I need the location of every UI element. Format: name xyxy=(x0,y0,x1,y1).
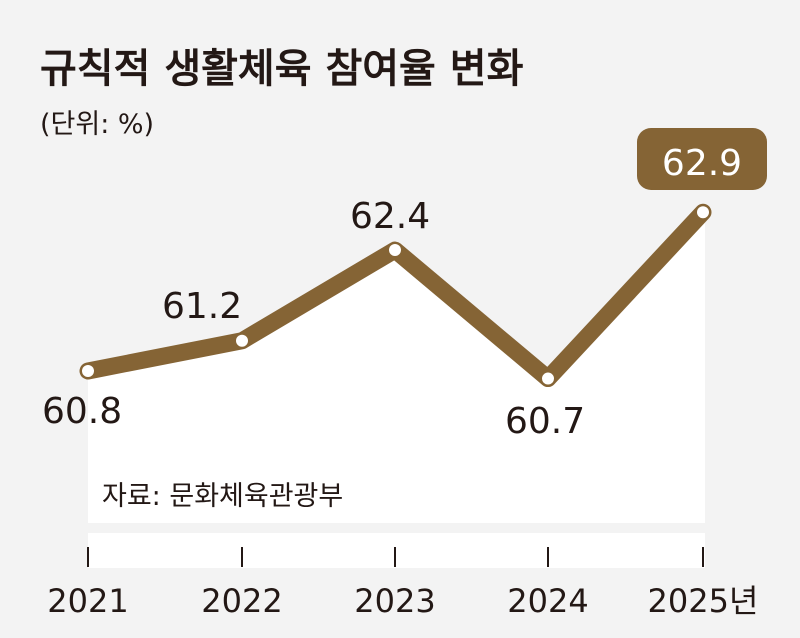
highlight-badge xyxy=(637,128,767,190)
x-tick-label: 2024 xyxy=(507,582,588,620)
data-point xyxy=(542,372,554,385)
x-tick-label: 2025년 xyxy=(648,582,759,620)
area-fill xyxy=(88,212,705,524)
x-tick-label: 2023 xyxy=(354,582,435,620)
data-label: 61.2 xyxy=(162,286,242,327)
data-label: 60.8 xyxy=(42,391,122,432)
unit-label: (단위: %) xyxy=(40,109,154,140)
x-tick-label: 2021 xyxy=(47,582,128,620)
data-point xyxy=(389,244,401,257)
data-label-highlight: 62.9 xyxy=(662,143,742,184)
data-point xyxy=(82,365,94,377)
x-tick-label: 2022 xyxy=(201,582,282,620)
chart-title: 규칙적 생활체육 참여율 변화 xyxy=(40,46,524,92)
source-note: 자료: 문화체육관광부 xyxy=(102,481,343,512)
data-label: 60.7 xyxy=(505,401,585,442)
data-point xyxy=(236,334,248,347)
data-point xyxy=(697,206,709,219)
axis-band xyxy=(88,533,705,568)
data-label: 62.4 xyxy=(350,196,430,237)
